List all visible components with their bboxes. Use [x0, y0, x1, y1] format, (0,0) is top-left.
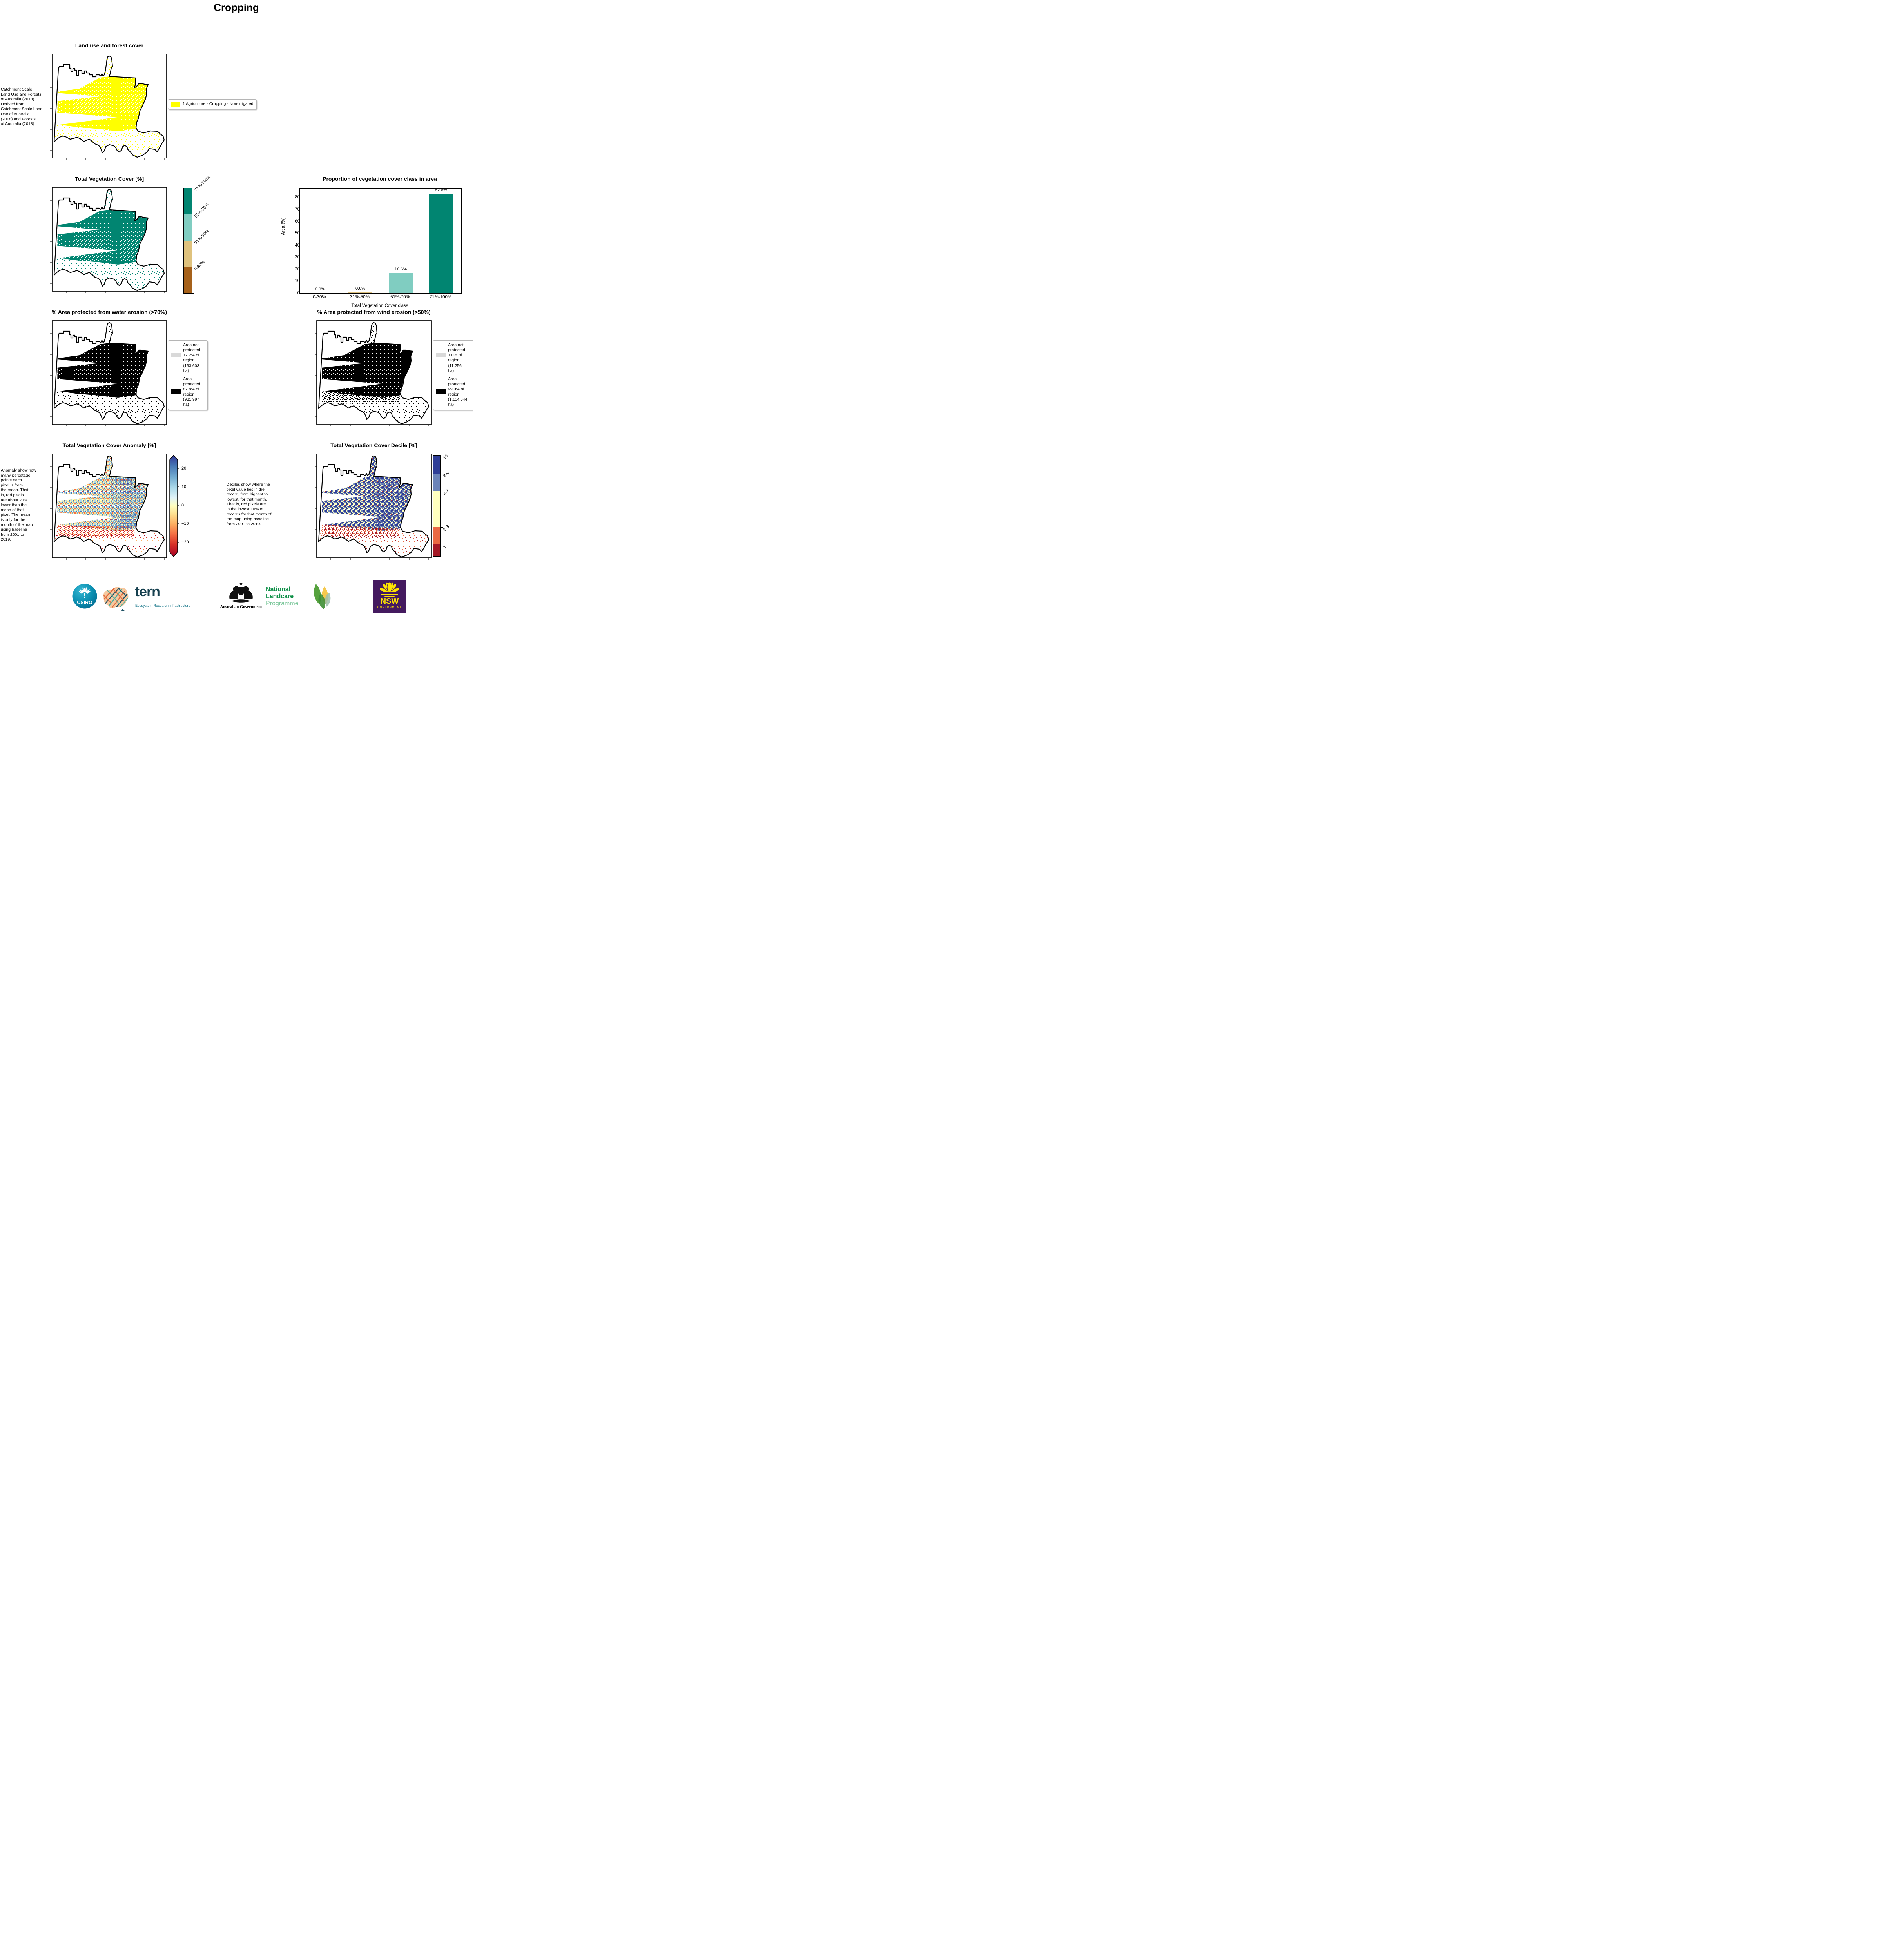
bar-value-label: 16.6%: [394, 267, 407, 272]
colorbar-label: 0-30%: [193, 260, 206, 272]
decile-label: 1: [442, 544, 448, 550]
bar-value-label: 0.0%: [315, 287, 325, 292]
colorbar-seg-51-70: [184, 214, 192, 241]
nsw-government-logo: NSW GOVERNMENT: [373, 580, 406, 613]
nlp-programme: Programme: [266, 600, 299, 607]
legend-swatch-gray: [171, 353, 181, 357]
xtick-31-50: 31%-50%: [350, 295, 370, 299]
wind-legend-protected: Area protected 99.0% of region (1,114,34…: [448, 376, 468, 407]
decile-label: 4-7: [442, 488, 450, 497]
wind-erosion-map: [314, 320, 432, 427]
aboriginal-art-australia-icon: [103, 587, 129, 611]
proportion-chart: 0 10 20 30 40 50 60 70 80 0.0% 0.6% 16.6…: [295, 187, 462, 296]
page-title: Cropping: [214, 2, 259, 13]
nlp-national: National: [266, 586, 291, 593]
legend-swatch-yellow: [171, 102, 180, 107]
colorbar-seg-31-50: [184, 241, 192, 267]
decile-seg-8-9: [433, 473, 440, 492]
anomaly-note: Anomaly show how many percetage points e…: [1, 468, 36, 542]
water-title: % Area protected from water erosion (>70…: [52, 309, 167, 315]
anomaly-tick: 10: [181, 485, 187, 489]
vegcover-colorbar: 71%-100% 51%-70% 31%-50% 0-30%: [183, 174, 230, 294]
bar-71-100: [429, 193, 453, 293]
legend-swatch-black: [436, 389, 446, 394]
bar-slot-51-70: 16.6%: [388, 189, 413, 293]
report-page: Cropping Land use and forest cover Catch…: [0, 0, 473, 619]
decile-seg-4-7: [433, 491, 440, 527]
colorbar-seg-71-100: [184, 188, 192, 214]
bar-51-70: [388, 273, 413, 293]
nlp-landcare: Landcare: [266, 593, 294, 600]
xtick-51-70: 51%-70%: [390, 295, 410, 299]
wind-legend-notprotected: Area not protected 1.0% of region (11,25…: [448, 343, 465, 373]
anomaly-title: Total Vegetation Cover Anomaly [%]: [62, 442, 156, 448]
decile-label: 2-3: [442, 524, 450, 532]
xtick-0-30: 0-30%: [313, 295, 326, 299]
colorbar-label: 71%-100%: [193, 174, 212, 193]
decile-label: 8-9: [442, 470, 450, 479]
chart-ylabel: Area (%): [281, 217, 286, 235]
bar-slot-0-30: 0.0%: [308, 189, 332, 293]
decile-seg-2-3: [433, 527, 440, 544]
landuse-legend: 1 Agriculture - Cropping - Non-irrigated: [168, 99, 257, 109]
anomaly-tick: 0: [181, 503, 184, 508]
bar-slot-31-50: 0.6%: [348, 189, 373, 293]
decile-seg-10: [433, 456, 440, 474]
anomaly-map: [50, 454, 167, 560]
national-landcare-wordmark: National Landcare Programme: [266, 586, 299, 607]
wind-title: % Area protected from wind erosion (>50%…: [317, 309, 431, 315]
legend-swatch-gray: [436, 353, 446, 357]
tern-logo: tern: [135, 583, 160, 599]
csiro-logo: CSIRO: [72, 584, 97, 609]
australian-government-label: Australian Government: [220, 605, 262, 609]
bar-value-label: 82.8%: [435, 187, 448, 192]
legend-swatch-black: [171, 389, 181, 394]
colorbar-label: 31%-50%: [193, 229, 210, 246]
water-legend-notprotected: Area not protected 17.2% of region (193,…: [183, 343, 200, 373]
landuse-map: [50, 54, 167, 160]
vegcover-title: Total Vegetation Cover [%]: [74, 176, 144, 182]
anomaly-tick: −20: [181, 540, 189, 544]
water-legend: Area not protected 17.2% of region (193,…: [168, 340, 208, 410]
australian-government-crest-icon: [229, 582, 253, 603]
landuse-note: Catchment Scale Land Use and Forests of …: [1, 87, 43, 127]
national-landcare-leaf-icon: [314, 584, 331, 609]
xtick-71-100: 71%-100%: [429, 295, 452, 299]
bar-31-50: [348, 292, 373, 293]
nsw-word: NSW: [380, 597, 399, 606]
anomaly-tick: 20: [181, 466, 187, 471]
decile-note: Deciles show where the pixel value lies …: [227, 482, 272, 526]
bar-value-label: 0.6%: [355, 286, 366, 291]
tern-subtitle: Ecosystem Research Infrastructure: [135, 604, 190, 608]
decile-map: [314, 454, 432, 560]
waratah-icon: [379, 582, 400, 597]
decile-title: Total Vegetation Cover Decile [%]: [330, 442, 417, 448]
landuse-title: Land use and forest cover: [75, 42, 144, 49]
anomaly-tick: −10: [181, 521, 189, 526]
colorbar-label: 51%-70%: [193, 202, 210, 219]
chart-xlabel: Total Vegetation Cover class: [351, 303, 408, 308]
decile-label: 10: [442, 454, 449, 461]
decile-seg-1: [433, 544, 440, 556]
colorbar-seg-0-30: [184, 267, 192, 293]
bar-slot-71-100: 82.8%: [429, 187, 453, 293]
landuse-legend-label: 1 Agriculture - Cropping - Non-irrigated: [183, 102, 254, 107]
vegcover-map: [50, 187, 167, 294]
anomaly-colorbar: 20 10 0 −10 −20: [169, 454, 189, 557]
wind-legend: Area not protected 1.0% of region (11,25…: [433, 340, 473, 410]
svg-text:CSIRO: CSIRO: [77, 600, 92, 605]
nsw-government-word: GOVERNMENT: [377, 606, 402, 609]
water-legend-protected: Area protected 82.8% of region (931,997 …: [183, 376, 200, 407]
water-erosion-map: [50, 320, 167, 427]
chart-title: Proportion of vegetation cover class in …: [323, 176, 437, 182]
decile-colorbar: 10 8-9 4-7 2-3 1: [433, 454, 450, 557]
